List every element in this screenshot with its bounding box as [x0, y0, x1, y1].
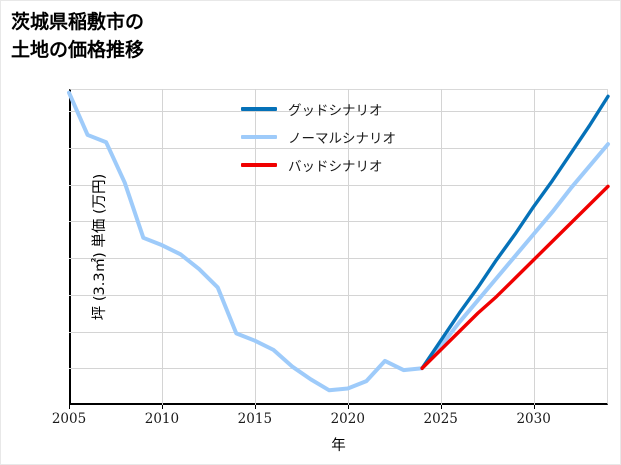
- legend-label: ノーマルシナリオ: [288, 131, 396, 147]
- x-tick-label: 2020: [330, 411, 365, 427]
- x-axis-title: 年: [331, 438, 346, 454]
- gridline-horizontal: [69, 221, 608, 223]
- legend-label: グッドシナリオ: [288, 103, 383, 119]
- x-tick-mark: [69, 405, 70, 409]
- gridline-horizontal: [69, 111, 608, 113]
- gridline-horizontal: [69, 331, 608, 333]
- legend-color-swatch: [241, 107, 277, 111]
- gridline-horizontal: [69, 368, 608, 370]
- series-line: [420, 184, 610, 370]
- gridline-horizontal: [69, 258, 608, 260]
- legend-item[interactable]: バッドシナリオ: [241, 151, 471, 179]
- x-tick-label: 2015: [237, 411, 273, 427]
- x-tick-label: 2030: [516, 411, 551, 427]
- gridline-vertical: [347, 89, 349, 405]
- x-tick-mark: [254, 405, 256, 409]
- x-tick-label: 2005: [51, 411, 87, 427]
- x-tick-mark: [440, 405, 442, 409]
- x-tick-label: 2025: [423, 411, 458, 427]
- y-axis-title: 坪 (3.3㎡) 単価 (万円): [91, 173, 108, 321]
- series-lines: [67, 90, 610, 393]
- gridline-horizontal: [69, 184, 608, 186]
- gridline-vertical: [440, 89, 442, 405]
- chart-title: 茨城県稲敷市の 土地の価格推移: [11, 11, 145, 61]
- series-line: [420, 94, 610, 370]
- plot-area: 1.01.21.41.61.82.02.22.42.6 200520102015…: [52, 89, 610, 454]
- gridline-horizontal: [69, 147, 608, 149]
- gridline-horizontal: [69, 294, 608, 296]
- legend-color-swatch: [241, 135, 277, 139]
- x-tick-mark: [347, 405, 349, 409]
- plot-frame: [69, 89, 608, 405]
- legend-color-swatch: [241, 163, 277, 167]
- x-tick-mark: [161, 405, 163, 409]
- x-tick-label: 2010: [144, 411, 180, 427]
- chart-legend: グッドシナリオ ノーマルシナリオ バッドシナリオ: [241, 95, 471, 179]
- legend-item[interactable]: ノーマルシナリオ: [241, 123, 471, 151]
- gridline-vertical: [533, 89, 535, 405]
- x-tick-mark: [533, 405, 535, 409]
- legend-item[interactable]: グッドシナリオ: [241, 95, 471, 123]
- series-line: [67, 90, 610, 393]
- gridline-vertical: [254, 89, 256, 405]
- legend-label: バッドシナリオ: [288, 159, 383, 175]
